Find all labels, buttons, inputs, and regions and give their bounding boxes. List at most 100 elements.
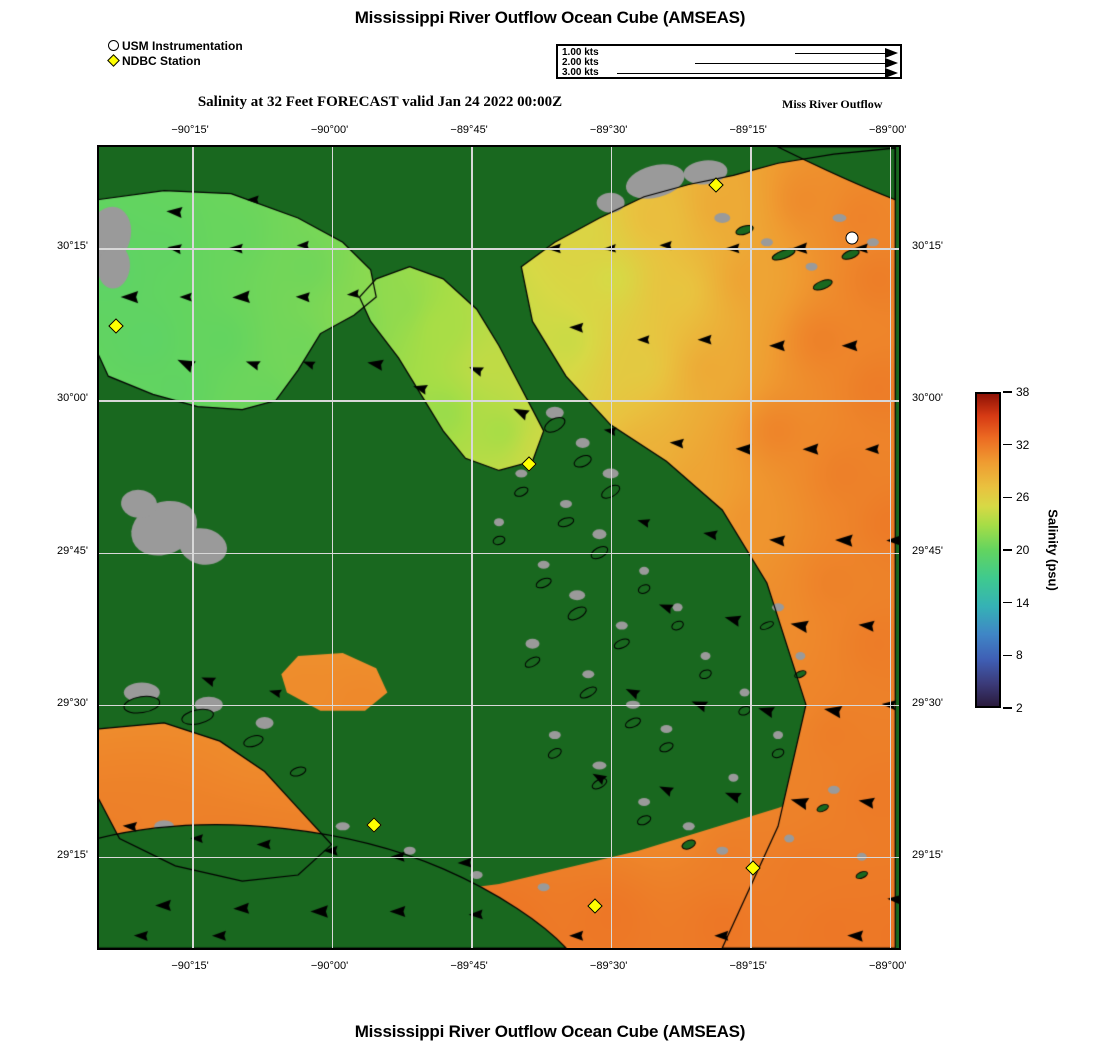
usm-instrumentation-marker[interactable] bbox=[845, 231, 859, 244]
vector-scale-label: 3.00 kts bbox=[562, 67, 599, 78]
vector-scale-label: 2.00 kts bbox=[562, 57, 599, 68]
x-axis-tick-label: −90°15' bbox=[171, 124, 209, 136]
y-axis-tick-label: 29°45' bbox=[57, 544, 88, 557]
axis-minor-tick bbox=[900, 340, 901, 342]
axis-minor-tick bbox=[97, 279, 98, 281]
axis-minor-tick bbox=[97, 765, 98, 767]
axis-minor-tick bbox=[332, 949, 334, 950]
axis-tick bbox=[192, 949, 194, 950]
axis-minor-tick bbox=[97, 309, 98, 311]
axis-minor-tick bbox=[471, 145, 473, 146]
axis-minor-tick bbox=[97, 157, 98, 159]
axis-minor-tick bbox=[97, 188, 98, 190]
axis-minor-tick bbox=[900, 157, 901, 159]
axis-minor-tick bbox=[583, 949, 585, 950]
x-axis-tick-label: −90°00' bbox=[310, 960, 349, 972]
axis-minor-tick bbox=[97, 248, 98, 250]
axis-tick bbox=[97, 400, 98, 402]
gridline-vertical bbox=[192, 147, 194, 948]
gridline-vertical bbox=[331, 147, 334, 948]
axis-minor-tick bbox=[97, 644, 98, 646]
axis-minor-tick bbox=[890, 949, 892, 950]
x-axis-tick-label: −89°45' bbox=[450, 124, 488, 136]
colorbar-tick bbox=[1003, 496, 1012, 499]
axis-tick bbox=[611, 949, 613, 950]
axis-tick bbox=[611, 145, 613, 146]
bottom-caption: Mississippi River Outflow Ocean Cube (AM… bbox=[354, 1022, 746, 1041]
legend-item-usm: USM Instrumentation bbox=[108, 38, 243, 53]
axis-minor-tick bbox=[722, 145, 724, 146]
axis-minor-tick bbox=[862, 949, 864, 950]
page-title: Mississippi River Outflow Ocean Cube (AM… bbox=[354, 8, 746, 27]
axis-minor-tick bbox=[97, 400, 98, 402]
axis-tick bbox=[471, 949, 473, 950]
legend-item-ndbc: NDBC Station bbox=[107, 53, 243, 68]
axis-minor-tick bbox=[164, 145, 166, 146]
axis-minor-tick bbox=[359, 949, 361, 950]
axis-minor-tick bbox=[499, 949, 501, 950]
axis-minor-tick bbox=[97, 674, 98, 676]
salinity-field-canvas bbox=[99, 147, 899, 948]
axis-minor-tick bbox=[900, 583, 901, 585]
colorbar-tick-label: 32 bbox=[1016, 437, 1030, 452]
axis-minor-tick bbox=[527, 145, 529, 146]
x-axis-tick-label: −89°15' bbox=[729, 960, 767, 972]
gridline-vertical bbox=[750, 147, 752, 948]
axis-minor-tick bbox=[750, 145, 752, 146]
salinity-map[interactable] bbox=[97, 145, 901, 950]
axis-minor-tick bbox=[555, 145, 557, 146]
axis-minor-tick bbox=[220, 949, 222, 950]
axis-tick bbox=[750, 145, 752, 146]
axis-minor-tick bbox=[192, 949, 194, 950]
x-axis-tick-label: −89°45' bbox=[450, 960, 488, 972]
axis-minor-tick bbox=[900, 613, 901, 615]
colorbar-tick-label: 8 bbox=[1016, 648, 1023, 663]
arrow-head-icon bbox=[885, 48, 898, 58]
axis-minor-tick bbox=[443, 145, 445, 146]
axis-minor-tick bbox=[192, 145, 194, 146]
colorbar-tick-label: 20 bbox=[1016, 543, 1030, 557]
axis-minor-tick bbox=[900, 188, 901, 190]
gridline-horizontal bbox=[99, 856, 899, 859]
axis-minor-tick bbox=[527, 949, 529, 950]
axis-minor-tick bbox=[471, 949, 473, 950]
axis-tick bbox=[900, 553, 901, 555]
axis-minor-tick bbox=[220, 145, 222, 146]
axis-minor-tick bbox=[97, 522, 98, 524]
axis-minor-tick bbox=[900, 492, 901, 494]
axis-minor-tick bbox=[97, 887, 98, 889]
x-axis-tick-label: −89°00' bbox=[868, 124, 907, 136]
axis-minor-tick bbox=[862, 145, 864, 146]
gridline-vertical bbox=[889, 147, 892, 948]
colorbar-tick-label: 2 bbox=[1016, 701, 1023, 715]
axis-minor-tick bbox=[834, 145, 836, 146]
axis-minor-tick bbox=[276, 145, 278, 146]
axis-minor-tick bbox=[583, 145, 585, 146]
axis-minor-tick bbox=[900, 431, 901, 433]
axis-tick bbox=[900, 400, 901, 402]
axis-minor-tick bbox=[806, 949, 808, 950]
axis-minor-tick bbox=[304, 949, 306, 950]
axis-minor-tick bbox=[900, 887, 901, 889]
x-axis-tick-label: −89°00' bbox=[868, 960, 907, 972]
axis-minor-tick bbox=[900, 400, 901, 402]
axis-minor-tick bbox=[248, 145, 250, 146]
axis-minor-tick bbox=[499, 145, 501, 146]
colorbar-tick bbox=[1003, 391, 1012, 393]
x-axis-tick-label: −89°30' bbox=[589, 960, 628, 972]
axis-minor-tick bbox=[900, 857, 901, 859]
axis-tick bbox=[750, 949, 752, 950]
colorbar-tick bbox=[1003, 654, 1012, 657]
legend-label-usm: USM Instrumentation bbox=[122, 38, 243, 53]
panel-label: Miss River Outflow bbox=[782, 97, 883, 111]
axis-tick bbox=[890, 949, 892, 950]
axis-minor-tick bbox=[900, 705, 901, 707]
gridline-vertical bbox=[471, 147, 473, 948]
axis-minor-tick bbox=[890, 145, 892, 146]
arrow-head-icon bbox=[885, 68, 898, 78]
y-axis-tick-label: 29°15' bbox=[57, 848, 88, 861]
colorbar-axis-title: Salinity (psu) bbox=[1045, 509, 1061, 591]
axis-minor-tick bbox=[900, 248, 901, 250]
vector-scale-row: 2.00 kts bbox=[558, 57, 900, 69]
axis-minor-tick bbox=[900, 918, 901, 920]
